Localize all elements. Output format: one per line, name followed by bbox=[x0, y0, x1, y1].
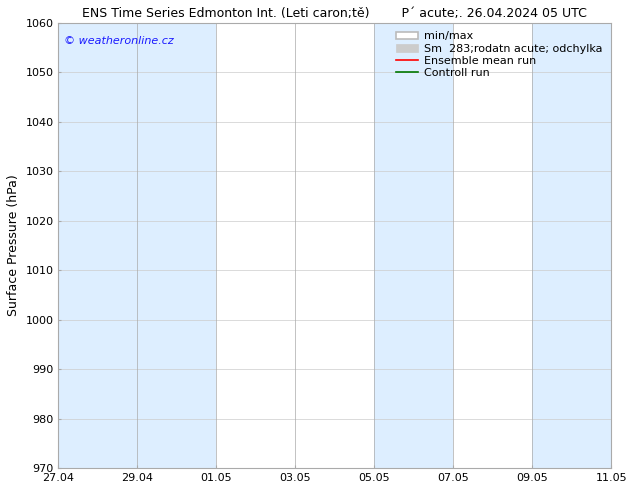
Bar bbox=[58, 23, 138, 468]
Title: ENS Time Series Edmonton Int. (Leti caron;tě)        P´ acute;. 26.04.2024 05 UT: ENS Time Series Edmonton Int. (Leti caro… bbox=[82, 7, 587, 20]
Bar bbox=[138, 23, 216, 468]
Bar bbox=[533, 23, 611, 468]
Y-axis label: Surface Pressure (hPa): Surface Pressure (hPa) bbox=[7, 174, 20, 316]
Legend: min/max, Sm  283;rodatn acute; odchylka, Ensemble mean run, Controll run: min/max, Sm 283;rodatn acute; odchylka, … bbox=[392, 28, 605, 81]
Text: © weatheronline.cz: © weatheronline.cz bbox=[64, 36, 174, 46]
Bar bbox=[374, 23, 453, 468]
